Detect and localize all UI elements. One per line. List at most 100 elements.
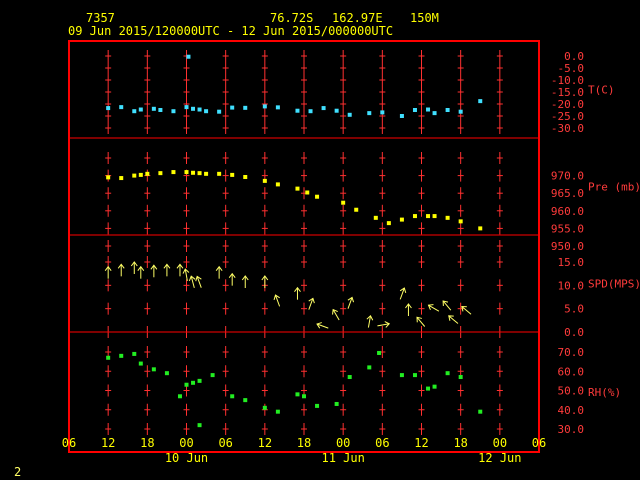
wind-arrow-shaft	[442, 300, 452, 311]
wind-arrow	[399, 287, 407, 300]
wind-arrow-head	[215, 265, 223, 271]
wind-arrow	[461, 305, 472, 315]
wind-arrow-head	[163, 263, 171, 269]
wind-arrow	[273, 294, 281, 307]
pres-point	[262, 178, 267, 183]
x-tick-label: 18	[297, 436, 311, 450]
wind-arrow-head	[427, 304, 434, 310]
temp-point	[191, 106, 196, 111]
pres-ytick-label: 960.0	[551, 205, 584, 218]
x-tick-label: 06	[375, 436, 389, 450]
wind-arrow	[241, 275, 249, 288]
wind-ytick-label: 10.0	[558, 279, 585, 292]
pres-point	[132, 173, 137, 178]
temp-point	[119, 105, 124, 110]
pres-point	[191, 170, 196, 175]
rh-point	[138, 361, 143, 366]
temp-point	[295, 108, 300, 113]
temp-point	[426, 107, 431, 112]
temp-point	[334, 108, 339, 113]
rh-point	[132, 351, 137, 356]
station-elevation: 150M	[410, 11, 439, 25]
wind-arrow-head	[316, 322, 322, 329]
rh-point	[302, 394, 306, 399]
pres-point	[275, 182, 280, 187]
wind-arrow	[405, 303, 412, 316]
wind-arrow-shaft	[367, 315, 371, 328]
rh-ytick-label: 60.0	[558, 365, 585, 378]
pres-point	[145, 171, 150, 176]
rh-panel-title: RH(%)	[588, 386, 621, 399]
x-tick-label: 00	[179, 436, 193, 450]
x-tick-label: 06	[532, 436, 546, 450]
wind-arrow-head	[308, 297, 315, 304]
wind-arrow-head	[176, 263, 184, 269]
temp-point	[132, 109, 137, 114]
wind-arrow	[377, 321, 391, 328]
temp-ytick-label: -30.0	[551, 122, 584, 135]
rh-ytick-label: 50.0	[558, 385, 585, 398]
temp-point	[262, 104, 267, 109]
wind-panel-title: SPD(MPS)	[588, 278, 640, 291]
wind-arrow	[308, 297, 315, 310]
wind-arrow-head	[416, 316, 422, 323]
rh-point	[445, 371, 450, 376]
temp-point	[367, 111, 372, 116]
rh-point	[197, 423, 202, 428]
rh-ytick-label: 30.0	[558, 423, 585, 436]
wind-ytick-label: 0.0	[564, 326, 584, 339]
station-lon: 162.97E	[332, 11, 383, 25]
rh-point	[412, 373, 417, 378]
wind-arrow-head	[261, 275, 269, 281]
wind-arrow-head	[241, 275, 249, 281]
pres-point	[354, 207, 359, 212]
pres-ytick-label: 965.0	[551, 187, 584, 200]
x-day-label: 10 Jun	[165, 451, 208, 465]
pres-point	[373, 215, 378, 220]
temp-point	[308, 109, 313, 114]
x-tick-label: 00	[336, 436, 350, 450]
wind-arrow-shaft	[416, 316, 426, 327]
wind-arrow	[294, 286, 301, 300]
wind-arrow	[366, 314, 374, 328]
temp-point	[151, 106, 156, 111]
pres-point	[119, 176, 124, 181]
wind-ytick-label: 5.0	[564, 303, 584, 316]
wind-arrow-head	[399, 287, 407, 294]
wind-arrow-head	[195, 275, 202, 282]
pres-point	[243, 175, 248, 180]
temp-ytick-label: -20.0	[551, 98, 584, 111]
temp-panel-title: T(C)	[588, 84, 615, 97]
wind-arrow	[427, 304, 440, 312]
wind-arrow	[442, 300, 452, 311]
wind-arrow-head	[273, 294, 280, 301]
wind-arrow-head	[130, 261, 138, 267]
wind-arrow	[182, 268, 190, 282]
wind-arrow-head	[442, 300, 449, 306]
time-period: 09 Jun 2015/120000UTC - 12 Jun 2015/0000…	[68, 24, 393, 38]
pres-point	[305, 190, 310, 195]
x-tick-label: 12	[414, 436, 428, 450]
data-layer	[104, 54, 483, 428]
x-tick-label: 00	[493, 436, 507, 450]
wind-arrow-shaft	[332, 309, 340, 321]
temp-ytick-label: -15.0	[551, 86, 584, 99]
wind-arrow-head	[448, 315, 454, 321]
rh-point	[184, 382, 189, 387]
pres-point	[432, 214, 437, 219]
wind-arrow	[347, 296, 355, 309]
rh-point	[275, 409, 280, 414]
rh-point	[151, 367, 156, 372]
wind-arrow	[137, 265, 145, 279]
wind-arrow	[176, 263, 184, 277]
rh-point	[478, 409, 483, 414]
rh-point	[210, 373, 215, 378]
wind-arrow	[117, 263, 125, 277]
temp-point	[399, 114, 404, 118]
pres-point	[478, 226, 483, 231]
pres-point	[230, 172, 235, 177]
rh-point	[315, 403, 320, 408]
rh-point	[399, 373, 404, 378]
x-tick-label: 12	[101, 436, 115, 450]
temp-point	[158, 108, 163, 112]
